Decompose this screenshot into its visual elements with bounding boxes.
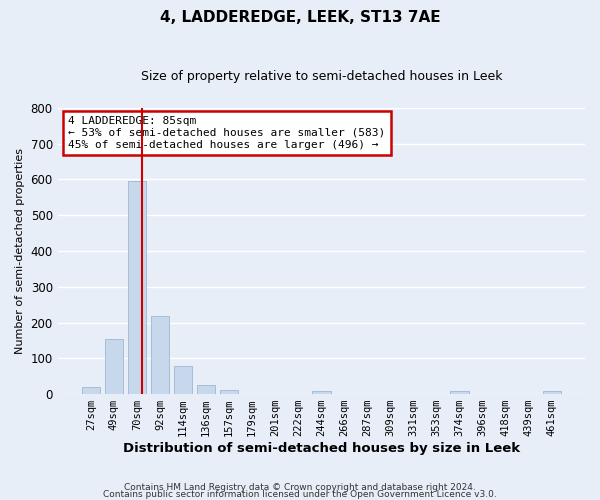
Bar bbox=[312, 391, 331, 394]
Bar bbox=[151, 316, 169, 394]
Bar bbox=[451, 391, 469, 394]
Text: Contains public sector information licensed under the Open Government Licence v3: Contains public sector information licen… bbox=[103, 490, 497, 499]
Text: Contains HM Land Registry data © Crown copyright and database right 2024.: Contains HM Land Registry data © Crown c… bbox=[124, 484, 476, 492]
Title: Size of property relative to semi-detached houses in Leek: Size of property relative to semi-detach… bbox=[140, 70, 502, 83]
Bar bbox=[104, 338, 123, 394]
Bar bbox=[220, 390, 238, 394]
Text: 4 LADDEREDGE: 85sqm
← 53% of semi-detached houses are smaller (583)
45% of semi-: 4 LADDEREDGE: 85sqm ← 53% of semi-detach… bbox=[68, 116, 385, 150]
X-axis label: Distribution of semi-detached houses by size in Leek: Distribution of semi-detached houses by … bbox=[123, 442, 520, 455]
Text: 4, LADDEREDGE, LEEK, ST13 7AE: 4, LADDEREDGE, LEEK, ST13 7AE bbox=[160, 10, 440, 25]
Bar bbox=[174, 366, 192, 394]
Bar bbox=[82, 387, 100, 394]
Bar bbox=[128, 181, 146, 394]
Bar bbox=[542, 391, 561, 394]
Bar bbox=[197, 385, 215, 394]
Y-axis label: Number of semi-detached properties: Number of semi-detached properties bbox=[15, 148, 25, 354]
